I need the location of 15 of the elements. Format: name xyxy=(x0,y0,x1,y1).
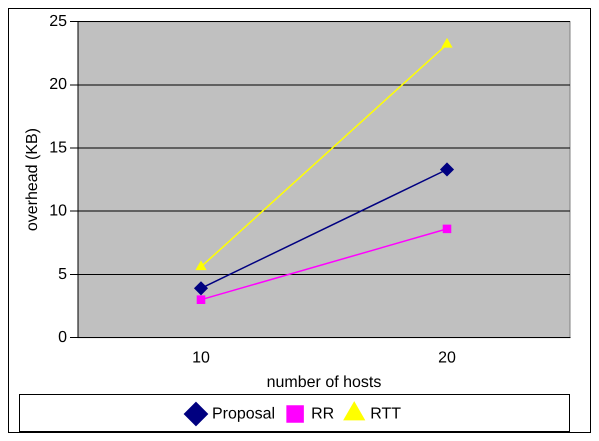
point xyxy=(442,224,452,234)
y-tick-label: 15 xyxy=(49,139,68,156)
y-tick-label: 25 xyxy=(49,13,68,30)
y-tick-label: 0 xyxy=(58,329,68,346)
y-tick-label: 10 xyxy=(49,202,68,220)
legend-label: Proposal xyxy=(212,405,276,422)
y-tick-label: 5 xyxy=(58,266,68,283)
legend-label: RR xyxy=(311,405,334,422)
point xyxy=(440,162,454,176)
legend-label: RTT xyxy=(370,405,402,422)
point xyxy=(194,282,208,296)
y-axis-title: overhead (KB) xyxy=(24,128,42,232)
point xyxy=(196,295,206,304)
x-axis-title: number of hosts xyxy=(266,374,382,391)
y-tick-label: 20 xyxy=(49,76,68,94)
